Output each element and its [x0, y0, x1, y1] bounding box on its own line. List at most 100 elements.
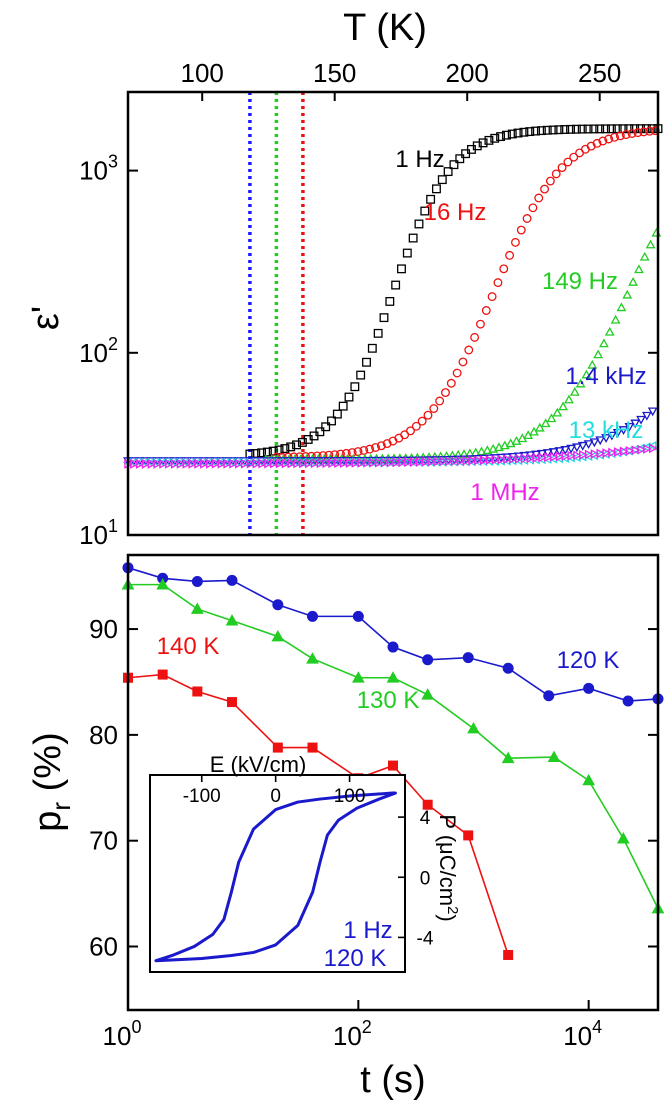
series-120-K [122, 562, 664, 707]
data-point [426, 194, 436, 204]
data-point [536, 126, 546, 136]
data-point [450, 456, 460, 467]
data-point [587, 359, 598, 369]
data-point [612, 124, 622, 134]
data-point [490, 133, 500, 143]
data-point [386, 671, 400, 683]
data-point [165, 458, 174, 469]
data-point [554, 447, 565, 456]
data-point [599, 338, 609, 348]
data-point [497, 454, 507, 465]
data-point [373, 328, 383, 338]
top-series-label: 1 MHz [470, 479, 539, 506]
data-point [380, 457, 390, 468]
series-130-K [121, 578, 665, 914]
data-point [345, 458, 355, 468]
data-point [338, 401, 348, 411]
data-point [563, 157, 573, 167]
data-point [226, 574, 238, 586]
data-point [351, 671, 365, 683]
data-point [444, 456, 454, 467]
data-point [548, 125, 558, 135]
data-point [520, 453, 530, 464]
data-point [499, 440, 510, 450]
ylabel-sub: r [46, 802, 76, 811]
data-point [437, 175, 447, 185]
top-y-axis-title: ε' [25, 306, 67, 330]
data-point [545, 176, 555, 186]
data-point [547, 750, 561, 763]
data-point [532, 453, 542, 463]
data-point [569, 152, 579, 162]
data-point [571, 124, 581, 134]
data-point [494, 442, 504, 452]
data-point [509, 454, 518, 464]
data-point [235, 458, 244, 469]
data-point [420, 206, 430, 216]
data-point [551, 169, 561, 179]
inset-y-tick-label: -4 [417, 928, 434, 949]
data-point [422, 654, 434, 666]
data-point [636, 415, 646, 425]
data-point [595, 436, 606, 446]
data-point [385, 296, 395, 306]
data-point [170, 458, 180, 469]
top-y-tick-label: 101 [79, 516, 118, 550]
bottom-frame [126, 553, 660, 1012]
data-point [485, 455, 495, 465]
inset-label-line1: 1 Hz [343, 917, 392, 944]
data-point [649, 443, 658, 454]
data-point [554, 125, 564, 135]
data-point [217, 458, 227, 469]
data-point [359, 445, 369, 455]
data-point [281, 458, 291, 469]
inset-ylabel-main: P (μC/cm [435, 814, 460, 906]
data-point [593, 349, 604, 359]
data-point [610, 132, 619, 142]
data-point [350, 382, 360, 392]
data-point [546, 413, 557, 423]
data-point [322, 458, 332, 469]
data-point [503, 949, 514, 960]
data-point [406, 426, 415, 436]
data-point [275, 458, 285, 469]
data-point [423, 410, 433, 420]
data-point [561, 451, 571, 462]
data-point [543, 690, 555, 702]
data-point [408, 233, 418, 243]
data-point [435, 396, 445, 406]
data-point [560, 446, 571, 455]
data-point [566, 444, 576, 454]
inset-x-tick-label: 100 [334, 786, 366, 807]
data-point [391, 280, 401, 290]
data-point [526, 453, 536, 464]
data-point [363, 457, 373, 468]
data-point [223, 458, 233, 469]
top-y-tick-label: 103 [79, 152, 118, 186]
inset-ylabel-sup: 2 [444, 906, 461, 914]
inset-y-tick-label: 4 [420, 808, 431, 829]
data-point [548, 448, 559, 458]
data-point [634, 264, 644, 274]
data-point [647, 407, 658, 417]
data-point [619, 446, 629, 457]
inset-hysteresis: -100 0 100 40-4 E (kV/cm) P (μC/cm2) 1 Hz … [149, 752, 461, 973]
data-point [618, 426, 629, 435]
data-point [439, 456, 448, 467]
bottom-plot-area [121, 562, 665, 960]
bottom-series-label: 130 K [357, 687, 420, 714]
data-point [557, 163, 567, 173]
data-point [356, 370, 366, 380]
data-point [516, 225, 526, 235]
data-point [182, 458, 192, 469]
data-point [633, 128, 643, 138]
data-point [305, 458, 314, 469]
data-point [257, 448, 267, 458]
data-point [205, 458, 215, 469]
data-point [507, 129, 517, 139]
top-x-axis-title: T (K) [343, 7, 427, 49]
data-point [328, 458, 338, 469]
data-point [579, 450, 588, 460]
data-point [540, 418, 551, 428]
